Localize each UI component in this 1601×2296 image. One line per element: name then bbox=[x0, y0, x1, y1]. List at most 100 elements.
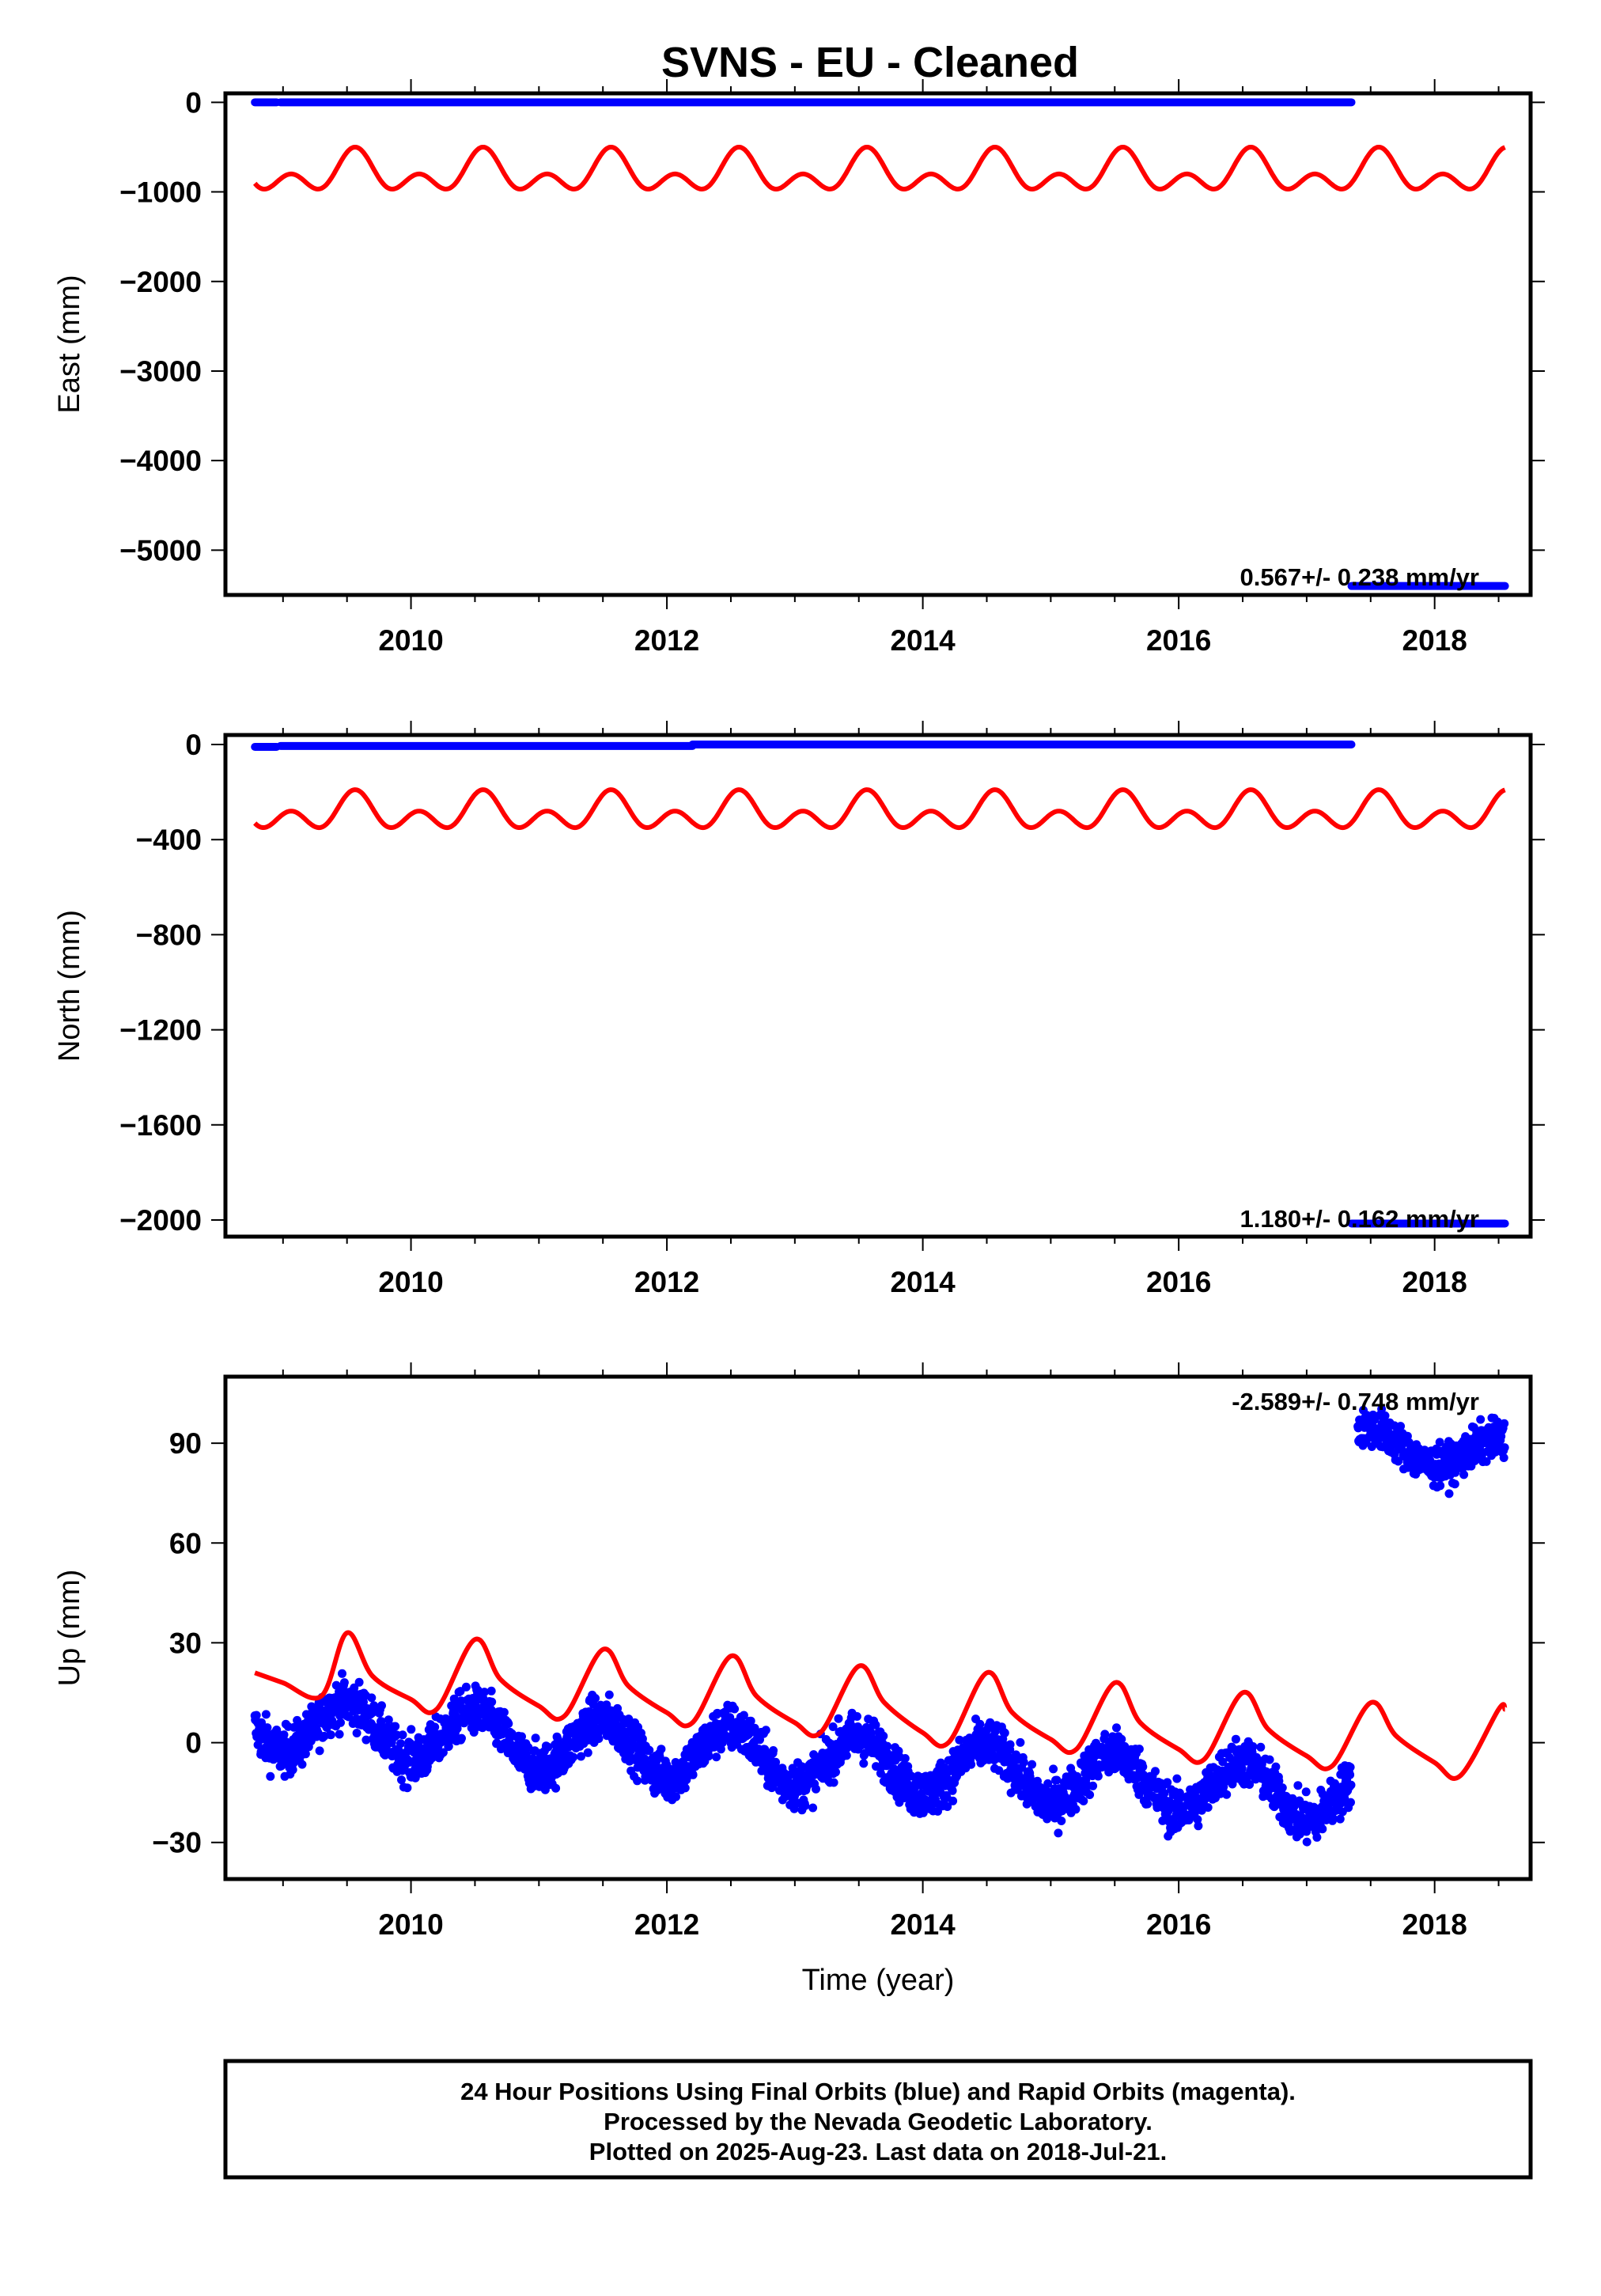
data-point bbox=[398, 1730, 407, 1740]
y-tick-label: 0 bbox=[185, 729, 202, 761]
y-tick-label: −1200 bbox=[119, 1014, 202, 1047]
data-point bbox=[1293, 1781, 1303, 1790]
data-point bbox=[1203, 1803, 1213, 1812]
data-point bbox=[1482, 1457, 1491, 1466]
x-tick-label: 2014 bbox=[890, 1266, 956, 1298]
data-point bbox=[479, 1688, 489, 1697]
data-point bbox=[1079, 1796, 1088, 1805]
y-tick-label: −800 bbox=[136, 919, 202, 951]
footer-line-1: 24 Hour Positions Using Final Orbits (bl… bbox=[460, 2078, 1296, 2105]
data-point bbox=[730, 1704, 740, 1714]
data-point bbox=[577, 1752, 585, 1761]
data-point bbox=[994, 1766, 1004, 1775]
data-point bbox=[680, 1783, 690, 1793]
data-point bbox=[812, 1784, 820, 1794]
data-point bbox=[326, 1730, 335, 1740]
data-point bbox=[657, 1745, 666, 1754]
data-point bbox=[871, 1720, 880, 1730]
x-tick-label: 2012 bbox=[634, 1908, 699, 1941]
data-point bbox=[1085, 1790, 1095, 1799]
data-point bbox=[1256, 1742, 1266, 1752]
plot-area bbox=[251, 98, 1509, 590]
panel-frame bbox=[223, 1374, 1533, 1881]
data-point bbox=[809, 1750, 819, 1760]
data-point bbox=[531, 1733, 540, 1743]
rate-label: -2.589+/- 0.748 mm/yr bbox=[1232, 1388, 1479, 1415]
y-tick-label: −1600 bbox=[119, 1109, 202, 1142]
y-tick-label: −5000 bbox=[119, 534, 202, 566]
data-point bbox=[335, 1730, 344, 1739]
data-point bbox=[1450, 1480, 1459, 1489]
data-point bbox=[948, 1786, 957, 1795]
data-point bbox=[883, 1741, 892, 1751]
data-point bbox=[396, 1739, 405, 1749]
data-point bbox=[336, 1718, 345, 1727]
footer-frame bbox=[223, 2059, 1533, 2180]
data-point bbox=[879, 1731, 888, 1741]
data-point bbox=[1000, 1728, 1009, 1737]
x-axis-title: Time (year) bbox=[802, 1964, 955, 1997]
data-point bbox=[1500, 1443, 1509, 1453]
data-point bbox=[1302, 1837, 1311, 1847]
data-point bbox=[604, 1690, 614, 1699]
y-tick-label: 0 bbox=[185, 86, 202, 119]
data-point bbox=[769, 1746, 778, 1755]
y-tick-label: −4000 bbox=[119, 445, 202, 477]
data-point bbox=[1218, 1757, 1228, 1767]
data-point bbox=[861, 1749, 870, 1758]
data-point bbox=[704, 1752, 713, 1761]
footer-line-3: Plotted on 2025-Aug-23. Last data on 201… bbox=[589, 2138, 1167, 2165]
y-tick-label: −30 bbox=[152, 1827, 202, 1859]
data-point bbox=[301, 1749, 310, 1759]
x-tick-label: 2010 bbox=[378, 624, 443, 657]
x-tick-label: 2014 bbox=[890, 624, 956, 657]
data-point bbox=[1194, 1821, 1203, 1831]
data-point bbox=[739, 1711, 748, 1720]
data-point bbox=[955, 1735, 964, 1745]
chart-title: SVNS - EU - Cleaned bbox=[661, 39, 1079, 86]
data-point bbox=[1016, 1737, 1025, 1747]
data-point bbox=[688, 1770, 698, 1779]
y-tick-label: 0 bbox=[185, 1727, 202, 1760]
data-point bbox=[339, 1678, 349, 1688]
data-point bbox=[831, 1767, 840, 1777]
x-tick-label: 2012 bbox=[634, 1266, 699, 1298]
x-tick-label: 2012 bbox=[634, 624, 699, 657]
data-point bbox=[543, 1742, 553, 1752]
data-point bbox=[591, 1694, 600, 1703]
data-point bbox=[975, 1719, 985, 1729]
y-tick-label: 60 bbox=[169, 1527, 202, 1559]
x-tick-label: 2014 bbox=[890, 1908, 956, 1941]
data-point bbox=[967, 1760, 976, 1769]
data-point bbox=[1346, 1763, 1355, 1772]
data-point bbox=[1274, 1776, 1284, 1786]
data-point bbox=[943, 1802, 952, 1811]
data-point bbox=[808, 1803, 818, 1813]
data-point bbox=[261, 1710, 271, 1719]
data-point bbox=[397, 1775, 406, 1785]
data-point bbox=[750, 1723, 759, 1733]
data-point bbox=[1143, 1799, 1152, 1809]
data-point bbox=[948, 1796, 958, 1805]
data-point bbox=[279, 1730, 289, 1740]
data-point bbox=[1346, 1798, 1355, 1807]
data-point bbox=[377, 1717, 386, 1726]
data-point bbox=[842, 1751, 851, 1760]
model-curve bbox=[252, 145, 1506, 192]
footer-box: 24 Hour Positions Using Final Orbits (bl… bbox=[223, 2059, 1533, 2180]
data-point bbox=[1237, 1764, 1247, 1773]
data-point bbox=[367, 1693, 377, 1703]
data-point bbox=[1301, 1787, 1311, 1797]
data-point bbox=[252, 1711, 261, 1720]
data-point bbox=[1071, 1805, 1081, 1814]
data-point bbox=[746, 1716, 755, 1726]
data-point bbox=[1318, 1824, 1327, 1834]
data-point bbox=[315, 1746, 324, 1756]
data-point bbox=[1088, 1781, 1098, 1790]
model-curve bbox=[253, 787, 1506, 831]
data-point bbox=[297, 1760, 307, 1769]
y-tick-label: −2000 bbox=[119, 266, 202, 298]
x-tick-label: 2016 bbox=[1146, 1908, 1211, 1941]
data-point bbox=[569, 1752, 578, 1762]
